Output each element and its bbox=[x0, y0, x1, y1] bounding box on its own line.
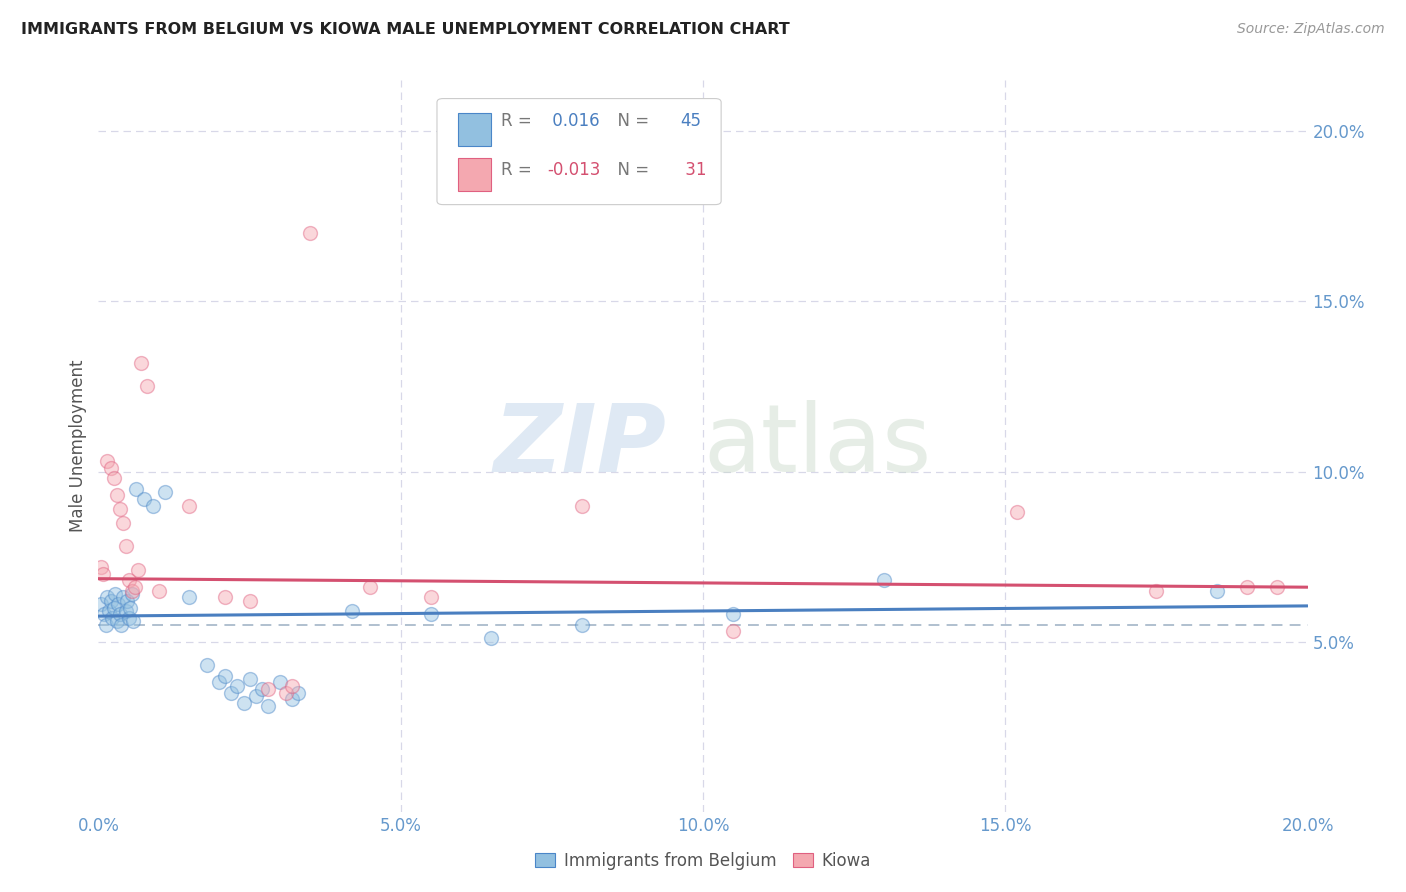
Point bbox=[256, 682, 278, 697]
Legend: Immigrants from Belgium, Kiowa: Immigrants from Belgium, Kiowa bbox=[529, 846, 877, 877]
Point bbox=[299, 227, 322, 241]
Point bbox=[1007, 505, 1029, 519]
Point bbox=[1267, 580, 1289, 594]
Text: IMMIGRANTS FROM BELGIUM VS KIOWA MALE UNEMPLOYMENT CORRELATION CHART: IMMIGRANTS FROM BELGIUM VS KIOWA MALE UN… bbox=[21, 22, 790, 37]
Point bbox=[281, 679, 304, 693]
Point bbox=[111, 516, 134, 530]
Point bbox=[107, 597, 129, 611]
Point bbox=[153, 484, 176, 499]
Text: 31: 31 bbox=[681, 161, 707, 178]
Point bbox=[100, 611, 122, 625]
Point bbox=[114, 540, 136, 554]
Point bbox=[873, 574, 896, 588]
Point bbox=[110, 617, 132, 632]
Point bbox=[1146, 583, 1168, 598]
Point bbox=[342, 604, 364, 618]
Point bbox=[281, 692, 304, 706]
Point bbox=[118, 574, 141, 588]
Point bbox=[250, 682, 273, 697]
Text: N =: N = bbox=[607, 112, 655, 129]
Point bbox=[142, 499, 165, 513]
Point bbox=[100, 461, 122, 475]
Point bbox=[118, 611, 141, 625]
Point bbox=[129, 356, 152, 370]
Point bbox=[111, 591, 134, 605]
FancyBboxPatch shape bbox=[437, 99, 721, 204]
Point bbox=[148, 583, 170, 598]
Point bbox=[118, 600, 141, 615]
Point bbox=[96, 454, 118, 468]
FancyBboxPatch shape bbox=[457, 112, 492, 146]
Point bbox=[98, 604, 121, 618]
Point bbox=[103, 471, 125, 485]
Point bbox=[135, 379, 157, 393]
Point bbox=[571, 499, 593, 513]
Point bbox=[226, 679, 249, 693]
Point bbox=[221, 686, 243, 700]
Point bbox=[108, 607, 131, 622]
Point bbox=[90, 597, 112, 611]
Text: -0.013: -0.013 bbox=[547, 161, 600, 178]
Point bbox=[96, 591, 118, 605]
Point bbox=[132, 491, 155, 506]
Point bbox=[90, 559, 112, 574]
Point bbox=[723, 624, 745, 639]
Point bbox=[420, 607, 443, 622]
Point bbox=[104, 587, 127, 601]
Point bbox=[269, 675, 291, 690]
Point bbox=[214, 591, 236, 605]
Point bbox=[127, 563, 149, 577]
Point bbox=[287, 686, 309, 700]
Point bbox=[571, 617, 593, 632]
Point bbox=[195, 658, 218, 673]
Point bbox=[1236, 580, 1258, 594]
Point bbox=[121, 587, 143, 601]
Point bbox=[105, 488, 128, 502]
Point bbox=[179, 499, 201, 513]
Text: 45: 45 bbox=[681, 112, 702, 129]
FancyBboxPatch shape bbox=[457, 158, 492, 192]
Point bbox=[208, 675, 231, 690]
Point bbox=[103, 600, 125, 615]
Point bbox=[274, 686, 297, 700]
Text: R =: R = bbox=[501, 112, 537, 129]
Point bbox=[360, 580, 382, 594]
Text: atlas: atlas bbox=[703, 400, 931, 492]
Point bbox=[91, 566, 114, 581]
Point bbox=[214, 668, 236, 682]
Text: N =: N = bbox=[607, 161, 655, 178]
Point bbox=[420, 591, 443, 605]
Point bbox=[239, 594, 262, 608]
Point bbox=[179, 591, 201, 605]
Point bbox=[93, 607, 115, 622]
Text: ZIP: ZIP bbox=[494, 400, 666, 492]
Point bbox=[117, 594, 139, 608]
Point bbox=[124, 580, 146, 594]
Point bbox=[232, 696, 254, 710]
Text: 0.016: 0.016 bbox=[547, 112, 599, 129]
Point bbox=[100, 594, 122, 608]
Point bbox=[94, 617, 117, 632]
Point bbox=[723, 607, 745, 622]
Point bbox=[481, 631, 503, 645]
Point bbox=[1206, 583, 1229, 598]
Text: R =: R = bbox=[501, 161, 537, 178]
Point bbox=[256, 699, 278, 714]
Point bbox=[239, 672, 262, 686]
Point bbox=[108, 502, 131, 516]
Point bbox=[245, 689, 267, 703]
Point bbox=[122, 614, 145, 628]
Point bbox=[105, 614, 128, 628]
Text: Source: ZipAtlas.com: Source: ZipAtlas.com bbox=[1237, 22, 1385, 37]
Point bbox=[121, 583, 143, 598]
Point bbox=[114, 604, 136, 618]
Y-axis label: Male Unemployment: Male Unemployment bbox=[69, 359, 87, 533]
Point bbox=[125, 482, 148, 496]
